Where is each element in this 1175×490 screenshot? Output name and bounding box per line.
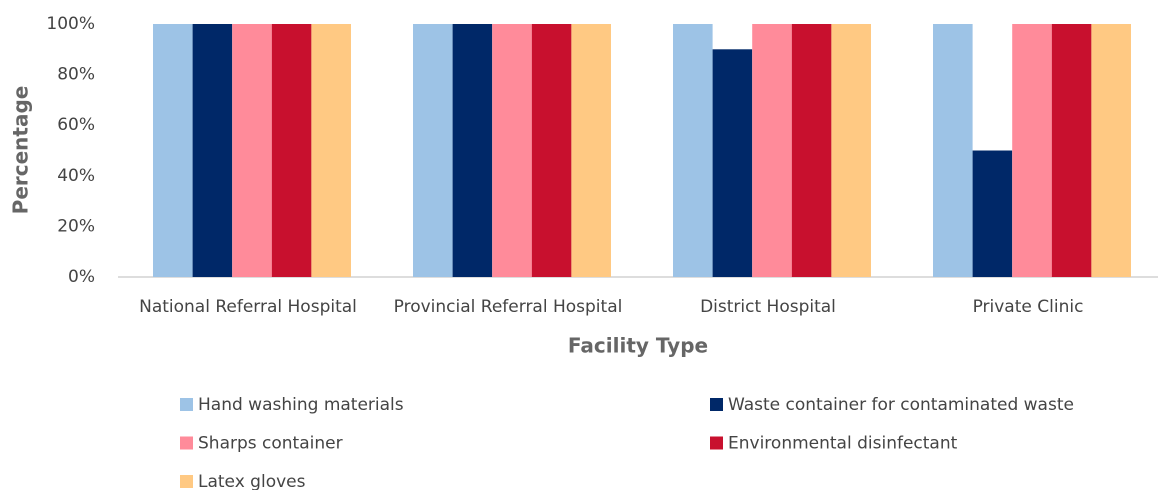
bar <box>192 24 233 277</box>
legend-swatch <box>180 436 193 450</box>
bar <box>452 24 493 277</box>
bar <box>933 24 973 277</box>
y-tick-label: 20% <box>57 216 95 236</box>
bar <box>232 24 272 277</box>
bar <box>712 49 753 277</box>
bar <box>673 24 713 277</box>
bar <box>831 24 871 277</box>
bar <box>531 24 572 277</box>
x-tick-label: District Hospital <box>700 297 836 317</box>
legend-swatch <box>180 398 193 411</box>
bar <box>571 24 611 277</box>
bar <box>153 24 193 277</box>
y-tick-label: 40% <box>57 166 95 186</box>
x-tick-label: Private Clinic <box>973 297 1084 317</box>
x-tick-label: National Referral Hospital <box>139 297 357 317</box>
x-axis-title: Facility Type <box>568 334 708 358</box>
bar <box>791 24 832 277</box>
bar <box>492 24 532 277</box>
bar <box>271 24 312 277</box>
legend-label: Environmental disinfectant <box>728 434 958 454</box>
bar <box>972 150 1013 277</box>
bar <box>752 24 792 277</box>
bar <box>413 24 453 277</box>
legend-label: Latex gloves <box>198 472 306 490</box>
legend-swatch <box>710 436 723 450</box>
x-tick-label: Provincial Referral Hospital <box>394 297 623 317</box>
bar <box>1051 24 1092 277</box>
legend-swatch <box>180 475 193 488</box>
legend-label: Waste container for contaminated waste <box>728 395 1074 415</box>
y-tick-label: 80% <box>57 65 95 85</box>
y-axis-title: Percentage <box>9 86 33 215</box>
bar <box>1091 24 1131 277</box>
legend-swatch <box>710 398 723 411</box>
legend-label: Hand washing materials <box>198 395 404 415</box>
y-tick-label: 100% <box>46 14 95 34</box>
y-tick-label: 60% <box>57 115 95 135</box>
y-tick-label: 0% <box>68 267 95 287</box>
legend-label: Sharps container <box>198 434 343 454</box>
bar <box>1012 24 1052 277</box>
bar <box>311 24 351 277</box>
